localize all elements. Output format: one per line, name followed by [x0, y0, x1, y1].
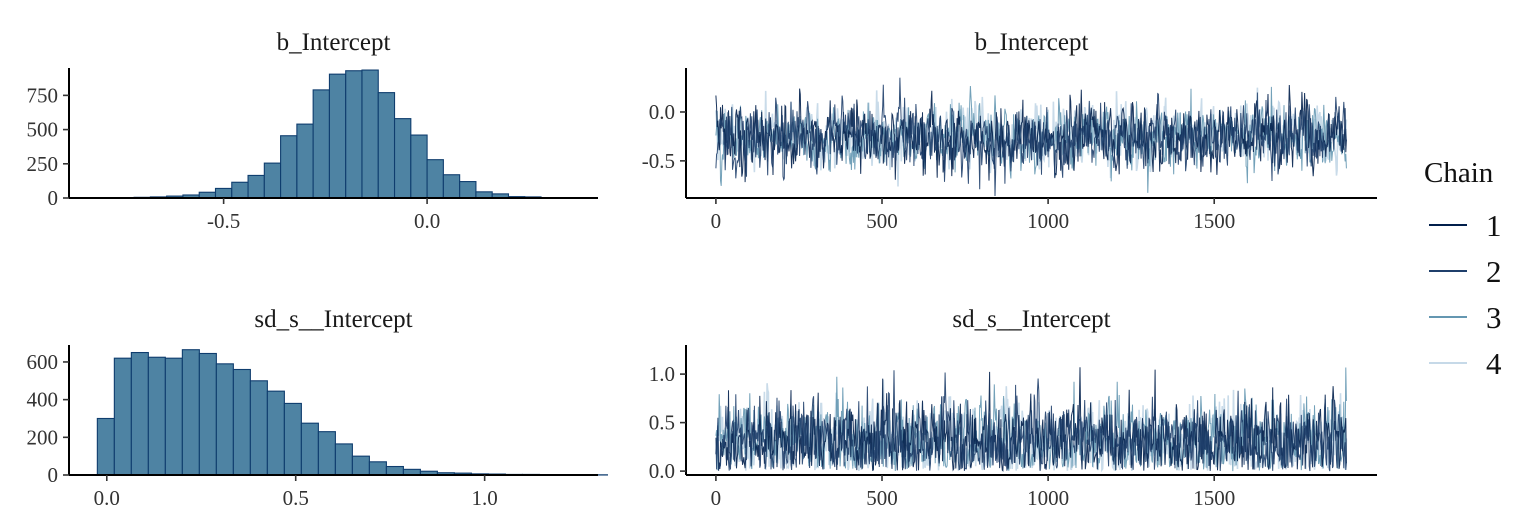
y-tick-label: 200 — [27, 425, 59, 449]
histogram-bar — [351, 455, 370, 476]
x-tick-label: 0.0 — [414, 209, 440, 233]
histogram-bar — [300, 422, 319, 476]
histogram-bar — [393, 118, 412, 199]
legend-item: 4 — [1429, 346, 1502, 381]
y-tick-label: 1.0 — [649, 362, 675, 386]
histogram-bar — [113, 357, 132, 476]
histogram-bar — [368, 461, 387, 476]
legend-item-label: 4 — [1486, 346, 1502, 381]
x-tick-label: 1.0 — [472, 486, 498, 510]
histogram-bar — [426, 159, 444, 199]
histogram-bar — [130, 351, 149, 476]
histogram-bar — [215, 363, 234, 476]
histogram-bar — [377, 92, 396, 199]
histogram-bar — [296, 123, 314, 199]
histogram-bar — [164, 357, 183, 476]
histogram-bar — [317, 431, 336, 476]
histogram-bar — [442, 174, 461, 199]
y-tick-label: 600 — [27, 350, 59, 374]
y-tick-label: 400 — [27, 388, 59, 412]
histogram-bar — [410, 134, 428, 199]
trace-chain-2 — [715, 370, 1347, 472]
y-tick-label: 0.5 — [649, 411, 675, 435]
histogram-bar — [312, 89, 330, 199]
histogram-bar — [247, 174, 265, 199]
trace-lines — [715, 367, 1348, 473]
panel-title: sd_s__Intercept — [254, 306, 412, 333]
histogram-bar — [198, 352, 217, 476]
y-tick-label: -0.5 — [642, 149, 675, 173]
x-tick-label: 0 — [711, 209, 722, 233]
x-tick-label: 0.5 — [283, 486, 309, 510]
panel-title: b_Intercept — [975, 29, 1089, 56]
panel-title: b_Intercept — [277, 29, 391, 56]
legend-item-label: 2 — [1486, 254, 1502, 289]
histogram-bar — [181, 349, 200, 476]
x-tick-label: 1500 — [1193, 486, 1235, 510]
histogram-bar — [459, 181, 477, 199]
panel-title: sd_s__Intercept — [952, 306, 1110, 333]
x-tick-label: 0 — [711, 486, 722, 510]
x-tick-label: -0.5 — [207, 209, 240, 233]
legend-title: Chain — [1424, 157, 1494, 189]
legend-item: 2 — [1429, 254, 1502, 289]
histogram-bar — [328, 73, 347, 199]
histogram-bar — [96, 417, 115, 476]
histogram-bars — [101, 69, 591, 199]
histogram-bar — [385, 465, 404, 476]
histogram-bar — [263, 162, 282, 199]
legend-item: 3 — [1429, 300, 1502, 335]
histogram-bar — [280, 135, 298, 199]
x-tick-label: 1500 — [1193, 209, 1235, 233]
panel-3: sd_s__Intercept 0.0 0.5 1.0 0 200 400 600 — [27, 306, 608, 510]
histogram-bar — [231, 181, 249, 199]
trace-chain-3 — [715, 367, 1347, 472]
histogram-bar — [249, 380, 268, 476]
y-tick-label: 750 — [27, 83, 59, 107]
x-tick-label: 500 — [866, 209, 898, 233]
y-tick-label: 0 — [48, 463, 59, 487]
histogram-bar — [214, 187, 233, 199]
x-tick-label: 500 — [866, 486, 898, 510]
panel-1: b_Intercept -0.5 0.0 0 250 500 750 — [27, 29, 598, 233]
panel-2: b_Intercept 0 500 1000 1500 -0.5 0.0 — [642, 29, 1377, 233]
panel-4: sd_s__Intercept 0 500 1000 1500 0.0 0.5 1.0 — [649, 306, 1377, 510]
legend-item-label: 3 — [1486, 300, 1502, 335]
histogram-bar — [283, 402, 302, 476]
trace-chain-2 — [715, 77, 1347, 197]
y-tick-label: 250 — [27, 152, 59, 176]
x-tick-label: 1000 — [1027, 486, 1069, 510]
histogram-bar — [334, 443, 353, 476]
y-tick-label: 0.0 — [649, 459, 675, 483]
x-tick-label: 0.0 — [94, 486, 120, 510]
y-tick-label: 0.0 — [649, 100, 675, 124]
legend-item: 1 — [1429, 208, 1502, 243]
histogram-bar — [345, 70, 363, 199]
legend-item-label: 1 — [1486, 208, 1502, 243]
histogram-bar — [232, 368, 251, 476]
trace-lines — [715, 77, 1348, 197]
histogram-bar — [147, 356, 166, 476]
legend: Chain 1 2 3 4 — [1424, 157, 1502, 381]
histogram-bars — [96, 349, 608, 476]
x-tick-label: 1000 — [1027, 209, 1069, 233]
y-tick-label: 500 — [27, 118, 59, 142]
histogram-bar — [266, 390, 285, 476]
histogram-bar — [361, 69, 379, 199]
y-tick-label: 0 — [48, 186, 59, 210]
